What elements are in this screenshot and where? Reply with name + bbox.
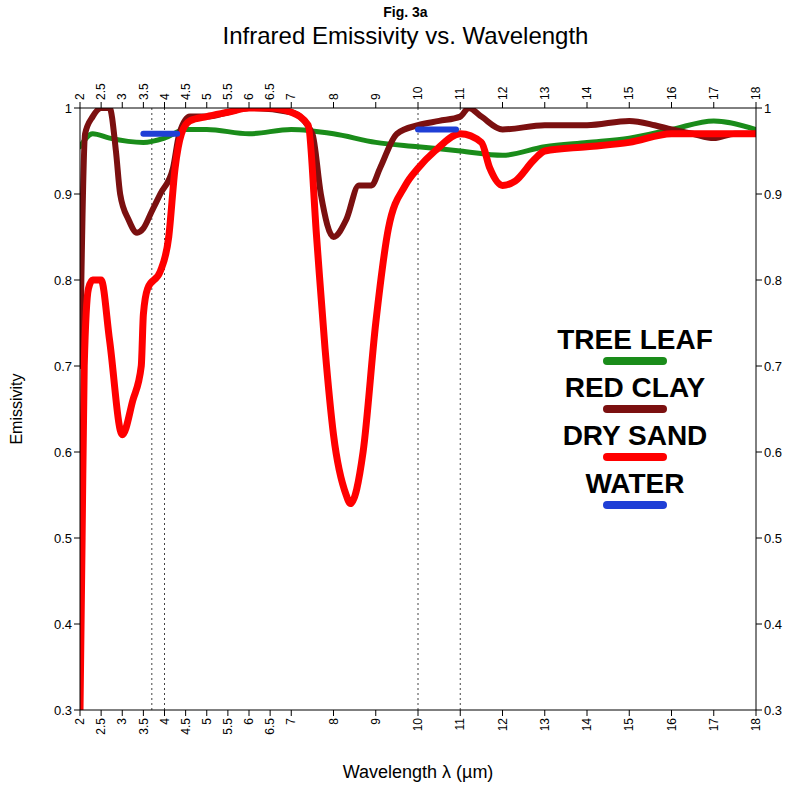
svg-text:2.5: 2.5 [94, 718, 108, 735]
svg-text:6: 6 [242, 718, 256, 725]
svg-text:16: 16 [665, 86, 679, 100]
svg-text:4: 4 [158, 718, 172, 725]
svg-text:3.5: 3.5 [137, 718, 151, 735]
svg-text:12: 12 [496, 86, 510, 100]
svg-text:18: 18 [749, 718, 763, 732]
svg-text:12: 12 [496, 718, 510, 732]
svg-text:0.3: 0.3 [54, 703, 72, 718]
svg-text:3: 3 [115, 93, 129, 100]
svg-text:2.5: 2.5 [94, 83, 108, 100]
svg-text:5: 5 [200, 93, 214, 100]
svg-text:4.5: 4.5 [179, 718, 193, 735]
svg-text:14: 14 [580, 718, 594, 732]
svg-text:9: 9 [369, 93, 383, 100]
svg-text:0.4: 0.4 [54, 617, 72, 632]
html-text:Infrared Emissivity vs. Wavele: Infrared Emissivity vs. Wavelength [222, 22, 589, 49]
svg-text:0.3: 0.3 [764, 703, 782, 718]
html-text:WATER: WATER [585, 468, 685, 499]
svg-text:15: 15 [622, 86, 636, 100]
svg-text:9: 9 [369, 718, 383, 725]
svg-text:10: 10 [411, 718, 425, 732]
svg-text:5: 5 [200, 718, 214, 725]
html-text:Fig. 3a: Fig. 3a [383, 4, 428, 20]
svg-text:0.7: 0.7 [54, 359, 72, 374]
svg-text:0.6: 0.6 [54, 445, 72, 460]
svg-text:13: 13 [538, 718, 552, 732]
svg-text:0.9: 0.9 [764, 187, 782, 202]
svg-text:Emissivity: Emissivity [8, 373, 25, 444]
svg-text:10: 10 [411, 86, 425, 100]
svg-text:7: 7 [284, 93, 298, 100]
svg-text:18: 18 [749, 86, 763, 100]
svg-text:14: 14 [580, 86, 594, 100]
svg-text:1: 1 [764, 101, 771, 116]
svg-text:0.8: 0.8 [764, 273, 782, 288]
svg-text:8: 8 [327, 93, 341, 100]
svg-text:1: 1 [65, 101, 72, 116]
svg-text:4: 4 [158, 93, 172, 100]
svg-text:0.4: 0.4 [764, 617, 782, 632]
svg-text:6.5: 6.5 [263, 718, 277, 735]
svg-text:5.5: 5.5 [221, 83, 235, 100]
svg-text:11: 11 [453, 87, 467, 100]
svg-text:16: 16 [665, 718, 679, 732]
svg-text:0.6: 0.6 [764, 445, 782, 460]
svg-text:0.7: 0.7 [764, 359, 782, 374]
svg-text:8: 8 [327, 718, 341, 725]
svg-text:11: 11 [453, 718, 467, 731]
svg-text:2: 2 [73, 718, 87, 725]
svg-text:4.5: 4.5 [179, 83, 193, 100]
svg-text:13: 13 [538, 86, 552, 100]
svg-text:17: 17 [707, 718, 721, 732]
svg-text:0.9: 0.9 [54, 187, 72, 202]
svg-text:0.5: 0.5 [54, 531, 72, 546]
svg-text:6.5: 6.5 [263, 83, 277, 100]
svg-text:5.5: 5.5 [221, 718, 235, 735]
svg-text:0.5: 0.5 [764, 531, 782, 546]
svg-text:2: 2 [73, 93, 87, 100]
svg-text:Wavelength λ (µm): Wavelength λ (µm) [343, 762, 494, 782]
svg-text:6: 6 [242, 93, 256, 100]
svg-text:3: 3 [115, 718, 129, 725]
svg-text:0.8: 0.8 [54, 273, 72, 288]
html-text:TREE LEAF: TREE LEAF [557, 324, 713, 355]
svg-text:3.5: 3.5 [137, 83, 151, 100]
svg-text:17: 17 [707, 86, 721, 100]
html-text:RED CLAY: RED CLAY [564, 372, 706, 403]
svg-text:15: 15 [622, 718, 636, 732]
html-text:DRY SAND: DRY SAND [562, 420, 708, 451]
svg-text:7: 7 [284, 718, 298, 725]
